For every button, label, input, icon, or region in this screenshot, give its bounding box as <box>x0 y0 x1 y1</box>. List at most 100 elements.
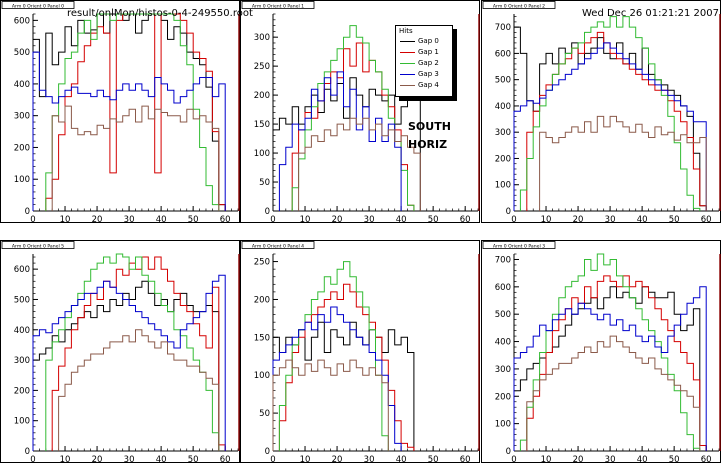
y-tick-label: 0 <box>265 207 270 217</box>
y-tick-label: 600 <box>14 265 30 275</box>
legend-swatch <box>400 41 415 42</box>
panel-title: Arm 0 Orient 0 Panel 5 <box>12 243 64 249</box>
panel-plot: Arm 0 Orient 0 Panel 50 10 20 30 40 50 6001002… <box>0 240 240 464</box>
panel-frame <box>0 0 240 223</box>
x-tick-label: 30 <box>364 215 375 225</box>
y-tick-label: 100 <box>254 149 270 159</box>
y-tick-label: 400 <box>14 80 30 90</box>
panel-title: Arm 0 Orient 0 Panel 3 <box>493 243 545 249</box>
x-tick-label: 50 <box>188 455 199 464</box>
y-tick-label: 600 <box>14 16 30 26</box>
x-tick-label: 60 <box>701 455 712 464</box>
y-tick-label: 200 <box>14 143 30 153</box>
legend-entry: Gap 0 <box>396 37 452 47</box>
y-tick-label: 200 <box>254 91 270 101</box>
panel-title: Arm 0 Orient 0 Panel 2 <box>493 3 545 9</box>
legend-swatch <box>400 85 415 86</box>
y-tick-label: 600 <box>495 283 511 293</box>
x-tick-label: 10 <box>60 455 71 464</box>
x-tick-label: 50 <box>428 455 439 464</box>
x-tick-label: 20 <box>92 455 103 464</box>
histogram-series <box>513 42 707 211</box>
histogram-series <box>272 359 389 451</box>
x-tick-label: 0 <box>30 455 35 464</box>
histogram-series <box>51 105 220 211</box>
legend-swatch <box>400 63 415 64</box>
histogram-series <box>298 117 421 211</box>
y-tick-label: 500 <box>14 295 30 305</box>
legend-entry: Gap 2 <box>396 59 452 69</box>
title-box <box>482 241 556 249</box>
x-tick-label: 10 <box>541 455 552 464</box>
histogram-series <box>32 51 226 211</box>
y-tick-label: 300 <box>14 356 30 366</box>
legend-entry: Gap 1 <box>396 48 452 58</box>
title-box <box>482 1 556 9</box>
histogram-series <box>513 286 707 451</box>
x-tick-label: 0 <box>511 215 516 225</box>
x-tick-label: 20 <box>573 215 584 225</box>
histogram-series <box>272 321 415 451</box>
title-box <box>241 1 315 9</box>
panel-title: Arm 0 Orient 0 Panel 1 <box>252 3 304 9</box>
histogram-series <box>278 283 415 451</box>
x-tick-label: 0 <box>30 215 35 225</box>
x-tick-label: 30 <box>124 215 135 225</box>
x-tick-label: 40 <box>156 215 167 225</box>
y-tick-label: 300 <box>14 112 30 122</box>
y-tick-label: 50 <box>259 178 270 188</box>
y-tick-label: 250 <box>254 62 270 72</box>
y-tick-label: 100 <box>254 371 270 381</box>
x-tick-label: 30 <box>605 215 616 225</box>
y-tick-label: 100 <box>495 420 511 430</box>
x-tick-label: 10 <box>541 215 552 225</box>
x-tick-label: 0 <box>270 455 275 464</box>
histogram-series <box>539 115 707 211</box>
orientation-label: HORIZ <box>408 138 448 151</box>
y-tick-label: 100 <box>495 181 511 191</box>
legend-entry: Gap 4 <box>396 81 452 91</box>
histogram-series <box>51 256 226 451</box>
x-tick-label: 10 <box>60 215 71 225</box>
x-tick-label: 50 <box>669 215 680 225</box>
y-tick-label: 0 <box>25 447 30 457</box>
legend-label: Gap 2 <box>418 59 439 67</box>
y-tick-label: 500 <box>495 310 511 320</box>
panel-frame <box>481 240 721 463</box>
panel-frame <box>0 240 240 463</box>
x-tick-label: 60 <box>220 455 231 464</box>
panel-plot: Arm 0 Orient 0 Panel 4 0 10 20 30 40 50 60 0 50 10… <box>240 240 480 464</box>
x-tick-label: 20 <box>332 455 343 464</box>
arm-label: SOUTH <box>408 120 451 133</box>
legend-label: Gap 4 <box>418 81 439 89</box>
x-tick-label: 0 <box>270 215 275 225</box>
title-box <box>1 1 75 9</box>
panel-frame <box>240 240 480 463</box>
x-tick-label: 60 <box>460 215 471 225</box>
legend-label: Gap 0 <box>418 37 439 45</box>
legend-entry: Gap 3 <box>396 70 452 80</box>
x-tick-label: 60 <box>701 215 712 225</box>
histogram-series <box>513 286 707 451</box>
histogram-series <box>272 306 402 451</box>
x-tick-label: 40 <box>637 455 648 464</box>
legend-swatch <box>400 74 415 75</box>
panel-plot: Arm 0 Orient 0 Panel 00 10 20 30 40 50 6001002… <box>0 0 240 225</box>
x-tick-label: 60 <box>220 215 231 225</box>
y-tick-label: 700 <box>495 255 511 265</box>
legend-label: Gap 1 <box>418 48 439 56</box>
y-tick-label: 700 <box>495 23 511 33</box>
y-tick-label: 0 <box>25 207 30 217</box>
x-tick-label: 40 <box>396 455 407 464</box>
title-box <box>241 241 315 249</box>
y-tick-label: 300 <box>495 128 511 138</box>
x-tick-label: 20 <box>92 215 103 225</box>
x-tick-label: 50 <box>188 215 199 225</box>
histogram-series <box>58 329 220 451</box>
y-tick-label: 400 <box>14 326 30 336</box>
histogram-series <box>278 71 402 211</box>
title-box <box>1 241 75 249</box>
y-tick-label: 300 <box>254 33 270 43</box>
histogram-series <box>32 13 226 211</box>
